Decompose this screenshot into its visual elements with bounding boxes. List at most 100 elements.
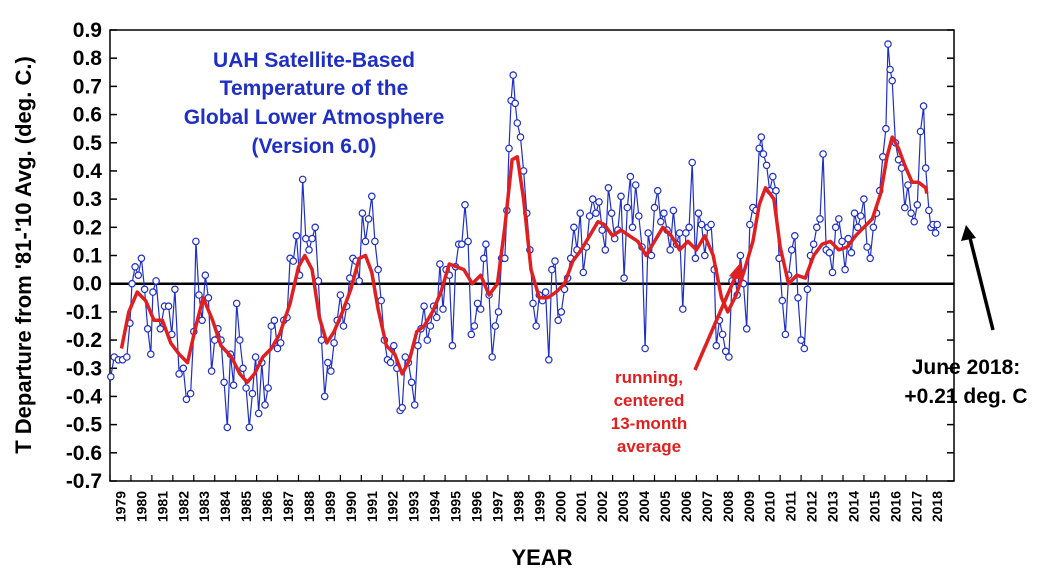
- monthly-point: [834, 215, 843, 223]
- monthly-point: [289, 257, 298, 265]
- monthly-point: [598, 226, 607, 234]
- monthly-point: [588, 195, 597, 203]
- x-tick-label: 1993: [406, 491, 422, 522]
- monthly-point: [488, 353, 497, 361]
- monthly-point: [650, 203, 659, 212]
- monthly-point: [426, 322, 435, 330]
- monthly-point: [448, 341, 457, 350]
- monthly-point: [685, 223, 693, 232]
- monthly-point: [182, 395, 191, 404]
- monthly-point: [697, 220, 706, 229]
- monthly-point: [757, 133, 766, 141]
- monthly-point: [759, 150, 768, 158]
- monthly-point: [529, 299, 537, 308]
- monthly-point: [398, 403, 407, 412]
- x-axis-label: YEAR: [511, 545, 572, 570]
- x-tick-label: 2002: [594, 491, 610, 522]
- x-tick-label: 2010: [762, 491, 778, 522]
- x-tick-label: 2012: [804, 491, 820, 522]
- monthly-point: [919, 102, 928, 110]
- x-tick-label: 1983: [196, 491, 212, 522]
- y-tick-label: -0.2: [66, 329, 102, 352]
- y-tick-label: 0.3: [73, 188, 102, 211]
- monthly-point: [511, 99, 520, 108]
- monthly-point: [423, 336, 432, 344]
- x-tick-label: 2000: [552, 491, 568, 522]
- monthly-point: [364, 215, 373, 223]
- latest-label-2: +0.21 deg. C: [904, 385, 1027, 408]
- monthly-point: [305, 246, 313, 254]
- x-tick-label: 1987: [280, 491, 296, 522]
- monthly-point: [298, 175, 307, 184]
- monthly-point: [137, 254, 146, 263]
- y-axis-label: T Departure from '81-'10 Avg. (deg. C.): [11, 56, 36, 454]
- monthly-point: [377, 296, 386, 305]
- monthly-point: [308, 234, 316, 243]
- monthly-point: [107, 372, 115, 381]
- x-tick-label: 2015: [866, 491, 882, 522]
- x-tick-label: 2017: [908, 491, 924, 522]
- monthly-point: [678, 305, 687, 313]
- monthly-point: [467, 330, 476, 339]
- monthly-point: [179, 364, 188, 373]
- monthly-point: [809, 240, 818, 249]
- monthly-point: [863, 243, 871, 251]
- y-tick-label: 0.0: [73, 273, 102, 296]
- monthly-point: [261, 401, 269, 409]
- monthly-point: [513, 119, 522, 127]
- monthly-point: [276, 339, 285, 347]
- monthly-point: [410, 401, 419, 409]
- x-tick-label: 1991: [364, 491, 380, 522]
- monthly-point: [666, 246, 675, 254]
- monthly-point: [604, 184, 613, 192]
- monthly-point: [794, 293, 802, 302]
- monthly-point: [186, 389, 195, 398]
- monthly-point: [725, 353, 733, 361]
- monthly-point: [229, 381, 238, 390]
- monthly-point: [505, 144, 513, 153]
- monthly-point: [812, 223, 821, 232]
- monthly-point: [491, 322, 500, 330]
- monthly-point: [825, 248, 834, 257]
- y-tick-label: 0.7: [73, 75, 102, 98]
- monthly-point: [694, 209, 703, 218]
- monthly-point: [579, 268, 588, 277]
- monthly-point: [570, 223, 578, 232]
- monthly-point: [473, 299, 482, 308]
- monthly-point: [220, 378, 228, 387]
- monthly-point: [884, 40, 892, 48]
- monthly-point: [541, 288, 550, 296]
- x-tick-label: 1992: [385, 491, 401, 522]
- monthly-point: [641, 344, 649, 353]
- monthly-point: [595, 198, 603, 206]
- monthly-point: [755, 144, 764, 153]
- monthly-point: [688, 158, 697, 167]
- x-axis: 1979 1980 1981 1982 1983 1984 1985 1986 1987 1988…: [109, 475, 945, 522]
- monthly-point: [389, 341, 398, 350]
- monthly-point: [236, 336, 244, 344]
- x-tick-label: 1988: [301, 491, 317, 522]
- x-tick-label: 2016: [887, 491, 903, 522]
- running-avg-label-2: centered: [614, 391, 685, 410]
- monthly-point: [149, 288, 157, 296]
- monthly-point: [204, 293, 213, 302]
- x-tick-label: 2003: [615, 491, 631, 522]
- monthly-point: [850, 209, 859, 218]
- monthly-point: [669, 206, 678, 215]
- monthly-point: [551, 257, 559, 265]
- monthly-point: [482, 240, 490, 249]
- x-tick-label: 2007: [699, 491, 715, 522]
- monthly-point: [742, 324, 751, 333]
- monthly-point: [140, 285, 149, 294]
- monthly-point: [831, 223, 840, 232]
- monthly-point: [251, 353, 260, 361]
- monthly-point: [585, 212, 594, 220]
- y-tick-label: -0.6: [66, 442, 102, 465]
- monthly-point: [882, 124, 890, 133]
- x-tick-label: 1998: [510, 491, 526, 522]
- monthly-point: [152, 277, 160, 285]
- y-tick-label: 0.4: [73, 160, 103, 183]
- chart-title-line-4: (Version 6.0): [252, 135, 377, 158]
- x-tick-label: 2009: [741, 491, 757, 522]
- monthly-point: [156, 324, 165, 333]
